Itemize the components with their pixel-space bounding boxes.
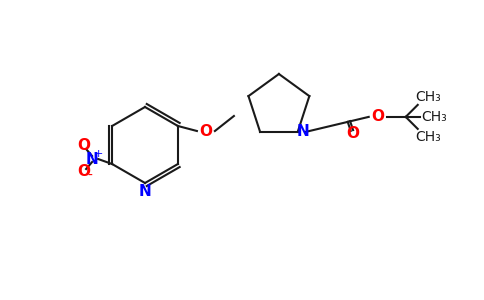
Text: -: - [88, 169, 92, 183]
Text: N: N [86, 152, 98, 166]
Text: O: O [371, 110, 384, 124]
Text: N: N [138, 184, 151, 199]
Text: O: O [77, 164, 91, 179]
Text: O: O [346, 126, 359, 141]
Text: +: + [93, 149, 103, 159]
Text: CH₃: CH₃ [415, 90, 440, 104]
Text: O: O [77, 139, 91, 154]
Text: CH₃: CH₃ [415, 130, 440, 144]
Text: CH₃: CH₃ [421, 110, 447, 124]
Text: O: O [199, 124, 212, 139]
Text: N: N [296, 124, 309, 140]
